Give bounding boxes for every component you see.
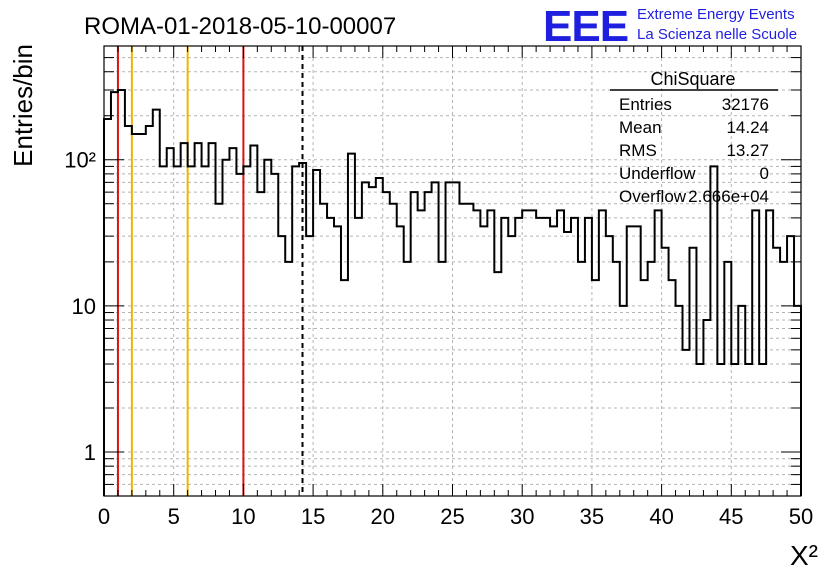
stats-label: Mean [619, 118, 662, 137]
chart-title: ROMA-01-2018-05-10-00007 [84, 13, 396, 40]
y-tick-label: 10² [64, 148, 96, 173]
logo-line2: La Scienza nelle Scuole [637, 26, 797, 43]
x-tick-label: 10 [231, 504, 255, 529]
stats-value: 0 [760, 164, 769, 183]
stats-label: Overflow [619, 187, 687, 206]
logo-line1: Extreme Energy Events [637, 6, 795, 23]
x-tick-label: 35 [580, 504, 604, 529]
stats-label: Entries [619, 95, 672, 114]
stats-value: 32176 [722, 95, 769, 114]
y-axis-label: Entries/bin [8, 44, 38, 167]
stats-box: ChiSquare Entries 32176 Mean 14.24 RMS 13.27 U… [610, 69, 778, 206]
stats-rows: Entries 32176 Mean 14.24 RMS 13.27 Underflow 0 O… [619, 95, 769, 206]
eee-logo: EEE Extreme Energy Events La Scienza nel… [543, 2, 797, 51]
stats-value: 14.24 [726, 118, 769, 137]
x-axis-label: X² [790, 540, 818, 571]
x-tick-labels: 0 5 10 15 20 25 30 35 40 45 50 [98, 504, 813, 529]
axis-ticks [103, 45, 802, 497]
stats-label: Underflow [619, 164, 696, 183]
histogram-line [103, 88, 802, 496]
stats-value: 2.666e+04 [688, 187, 769, 206]
logo-mark: EEE [543, 2, 628, 51]
x-tick-label: 5 [168, 504, 180, 529]
threshold-lines [116, 46, 304, 496]
stats-value: 13.27 [726, 141, 769, 160]
y-tick-label: 1 [84, 440, 96, 465]
stats-label: RMS [619, 141, 657, 160]
x-tick-label: 20 [371, 504, 395, 529]
x-tick-label: 25 [440, 504, 464, 529]
x-tick-label: 40 [649, 504, 673, 529]
x-tick-label: 50 [789, 504, 813, 529]
y-tick-label: 10 [72, 294, 96, 319]
x-tick-label: 15 [301, 504, 325, 529]
stats-title: ChiSquare [650, 69, 735, 89]
x-tick-label: 0 [98, 504, 110, 529]
x-tick-label: 45 [719, 504, 743, 529]
y-tick-labels: 1 10 10² [64, 148, 96, 465]
x-tick-label: 30 [510, 504, 534, 529]
